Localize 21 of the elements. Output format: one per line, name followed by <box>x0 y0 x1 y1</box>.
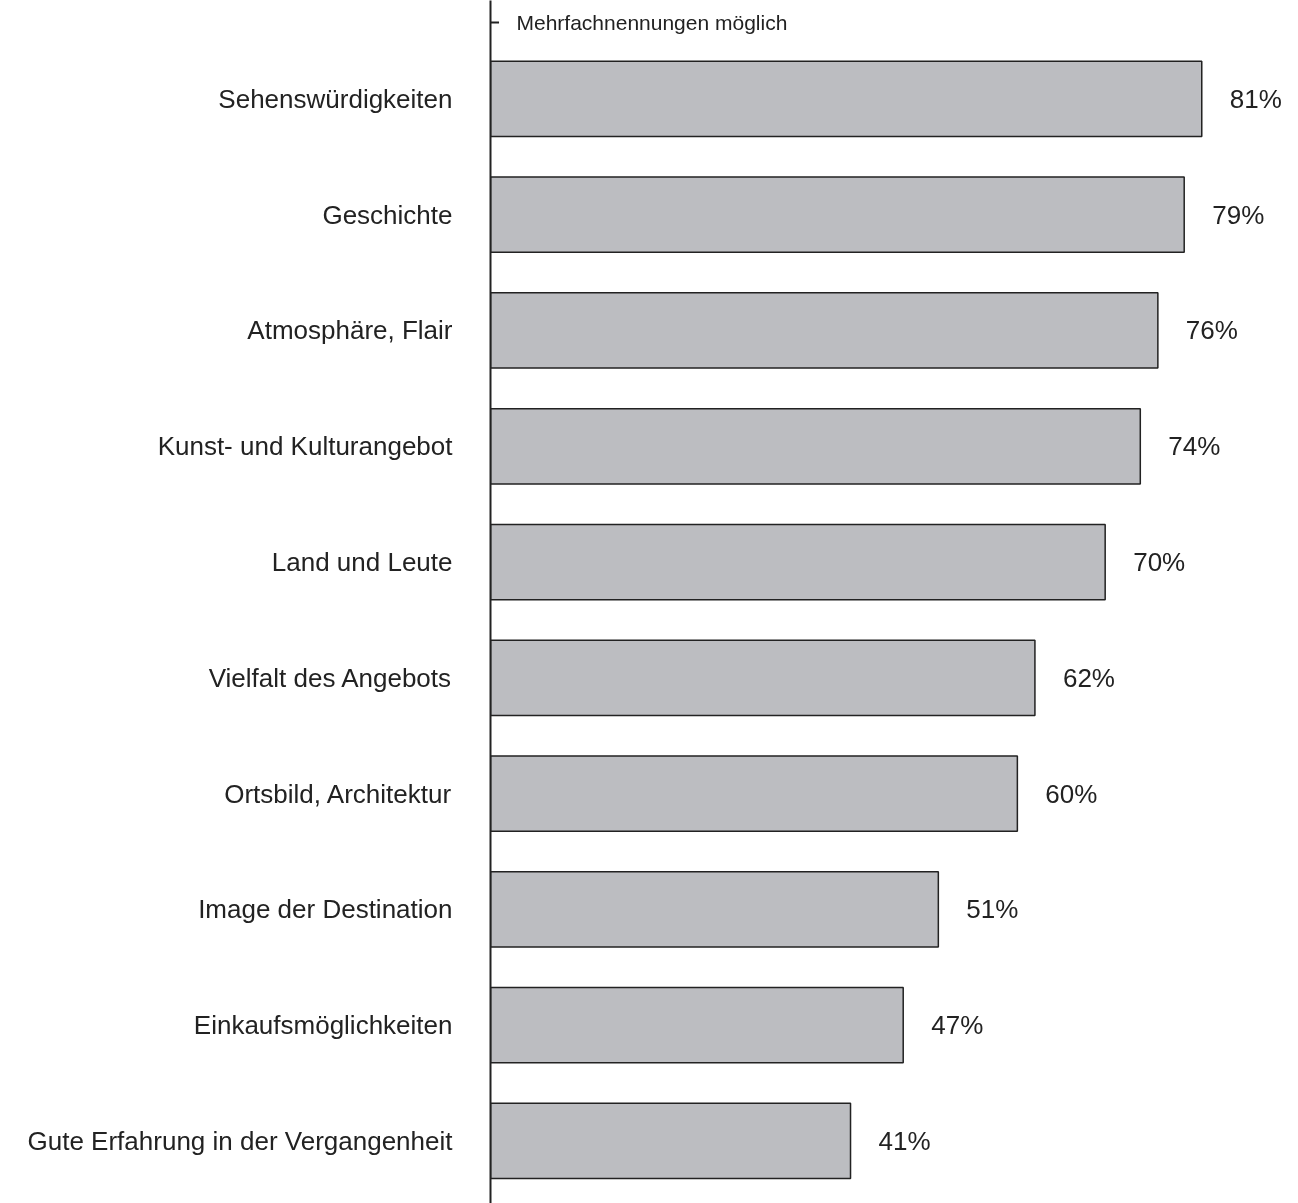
y-tick-label: Ortsbild, Architektur <box>224 778 452 809</box>
data-label: 79% <box>1212 199 1265 230</box>
data-label: 70% <box>1133 547 1186 578</box>
annotation: Mehrfachnennungen möglich <box>516 11 788 34</box>
y-tick-label: Vielfalt des Angebots <box>208 662 452 693</box>
data-label: 76% <box>1185 315 1238 346</box>
data-label: 74% <box>1168 431 1221 462</box>
y-tick-label: Kunst- und Kulturangebot <box>157 431 454 462</box>
data-label: 41% <box>878 1125 931 1156</box>
y-tick-label: Sehenswürdigkeiten <box>218 83 453 114</box>
y-tick-label: Image der Destination <box>198 894 453 925</box>
data-label: 62% <box>1062 662 1115 693</box>
y-tick-label: Gute Erfahrung in der Vergangenheit <box>27 1125 454 1156</box>
data-label: 51% <box>966 894 1019 925</box>
y-tick-label: Land und Leute <box>271 547 453 578</box>
data-label: 47% <box>931 1010 984 1041</box>
y-tick-label: Atmosphäre, Flair <box>247 315 453 346</box>
y-tick-label: Geschichte <box>322 199 453 230</box>
data-label: 81% <box>1229 83 1282 114</box>
y-tick-label: Einkaufsmöglichkeiten <box>193 1010 453 1041</box>
data-label: 60% <box>1045 778 1098 809</box>
